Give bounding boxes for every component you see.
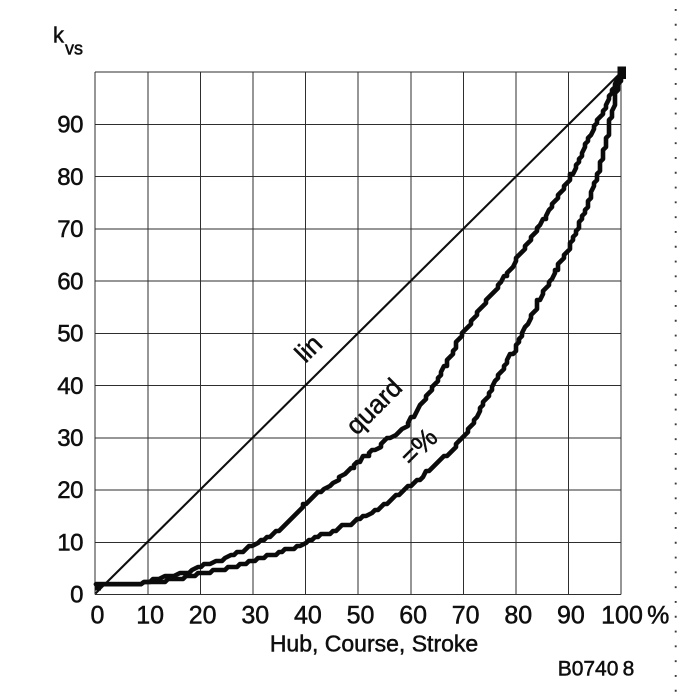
svg-text:30: 30 (241, 602, 269, 630)
svg-text:60: 60 (57, 268, 83, 295)
svg-text:60: 60 (399, 602, 427, 630)
svg-text:80: 80 (504, 602, 532, 630)
svg-text:%: % (647, 602, 669, 630)
svg-text:40: 40 (57, 373, 83, 400)
svg-text:50: 50 (57, 321, 83, 348)
svg-text:100: 100 (601, 602, 643, 630)
svg-text:70: 70 (452, 602, 480, 630)
svg-text:10: 10 (136, 602, 164, 630)
svg-text:80: 80 (57, 164, 83, 191)
svg-text:Hub, Course, Stroke: Hub, Course, Stroke (270, 631, 478, 657)
svg-text:k: k (53, 23, 65, 48)
svg-text:0: 0 (91, 602, 105, 630)
svg-text:20: 20 (57, 477, 83, 504)
svg-text:50: 50 (347, 602, 375, 630)
svg-text:90: 90 (57, 112, 83, 139)
svg-text:B0740 8: B0740 8 (558, 658, 635, 681)
svg-text:20: 20 (189, 602, 217, 630)
svg-text:70: 70 (57, 216, 83, 243)
svg-text:vs: vs (65, 39, 83, 59)
svg-text:0: 0 (70, 582, 83, 609)
svg-text:90: 90 (557, 602, 585, 630)
svg-text:30: 30 (57, 425, 83, 452)
svg-text:40: 40 (294, 602, 322, 630)
svg-text:10: 10 (57, 530, 83, 557)
